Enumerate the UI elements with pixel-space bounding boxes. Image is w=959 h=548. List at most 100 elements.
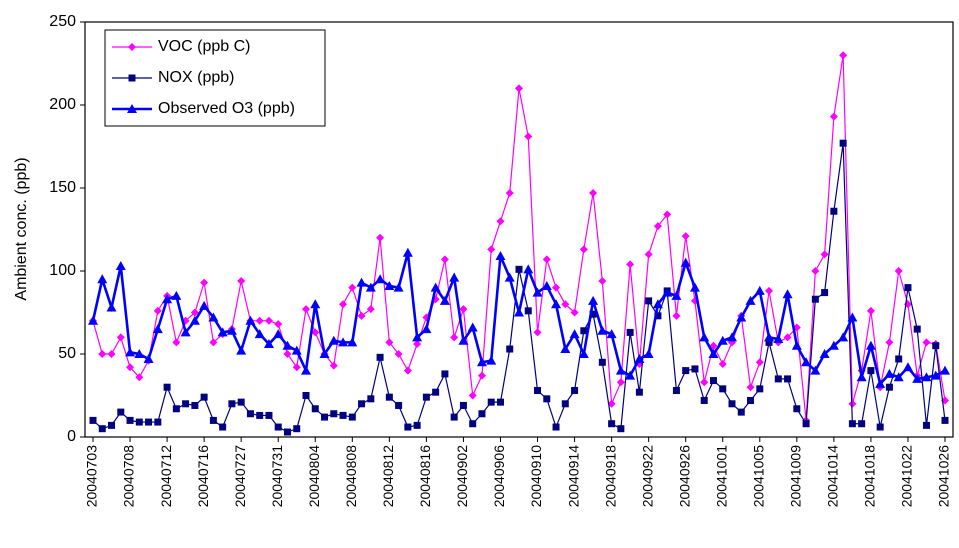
data-point: [200, 278, 209, 287]
data-point: [541, 280, 552, 290]
data-point: [764, 332, 775, 342]
data-point: [449, 272, 460, 282]
data-point: [866, 306, 875, 315]
data-point: [691, 365, 699, 373]
data-point: [672, 387, 680, 395]
data-point: [135, 373, 144, 382]
data-point: [811, 267, 820, 275]
data-point: [486, 355, 497, 365]
data-point: [569, 329, 580, 339]
data-point: [515, 265, 523, 273]
data-point: [543, 395, 551, 403]
data-point: [847, 312, 858, 322]
data-point: [754, 285, 765, 295]
data-point: [450, 333, 459, 342]
data-point: [782, 289, 793, 299]
data-point: [774, 375, 782, 383]
data-point: [459, 401, 467, 409]
data-point: [839, 51, 848, 60]
data-point: [709, 341, 718, 350]
data-point: [551, 299, 562, 309]
data-point: [430, 282, 441, 292]
data-point: [413, 421, 421, 429]
legend-marker: [127, 104, 137, 113]
x-tick-label: 20040922: [639, 445, 655, 508]
data-point: [506, 345, 514, 353]
data-point: [108, 421, 116, 429]
data-point: [681, 232, 690, 241]
y-tick-label: 100: [49, 262, 76, 279]
data-point: [357, 311, 366, 320]
x-tick-label: 20040910: [528, 445, 544, 508]
data-point: [292, 363, 301, 372]
data-point: [653, 222, 662, 231]
data-point: [747, 396, 755, 404]
data-point: [385, 338, 394, 347]
data-point: [403, 366, 412, 375]
data-point: [440, 255, 449, 264]
data-point: [191, 401, 199, 409]
legend-label: Observed O3 (ppb): [158, 100, 295, 117]
data-point: [921, 372, 932, 382]
data-point: [626, 328, 634, 336]
data-point: [190, 308, 199, 317]
data-point: [98, 350, 107, 358]
data-point: [765, 338, 773, 346]
data-point: [885, 383, 893, 391]
data-point: [699, 332, 710, 342]
y-tick-label: 250: [49, 13, 76, 30]
data-point: [801, 357, 812, 367]
data-point: [441, 370, 449, 378]
data-point: [321, 413, 329, 421]
data-point: [597, 325, 608, 335]
data-point: [329, 361, 338, 370]
data-point: [607, 399, 616, 408]
data-point: [755, 358, 764, 367]
x-tick-label: 20041014: [825, 445, 841, 508]
data-point: [856, 372, 867, 382]
data-point: [458, 335, 469, 345]
data-point: [571, 387, 579, 395]
data-point: [487, 245, 496, 254]
data-point: [534, 387, 542, 395]
data-point: [274, 423, 282, 431]
data-point: [746, 383, 755, 392]
data-point: [283, 428, 291, 436]
data-point: [487, 398, 495, 406]
data-point: [561, 300, 570, 309]
data-point: [867, 367, 875, 375]
y-tick-label: 200: [49, 96, 76, 113]
data-point: [589, 310, 597, 318]
data-point: [432, 388, 440, 396]
data-point: [246, 410, 254, 418]
data-point: [153, 306, 162, 315]
data-point: [356, 277, 367, 287]
data-point: [375, 274, 386, 284]
data-point: [524, 132, 533, 141]
legend-marker: [128, 43, 136, 51]
x-tick-label: 20040708: [121, 445, 137, 508]
data-point: [652, 299, 663, 309]
series-line: [92, 143, 946, 433]
data-point: [737, 408, 745, 416]
data-point: [237, 398, 245, 406]
data-point: [940, 365, 950, 375]
data-point: [162, 294, 173, 304]
data-point: [256, 411, 264, 419]
data-point: [709, 377, 717, 385]
data-point: [606, 329, 617, 339]
data-point: [467, 322, 478, 332]
data-point: [422, 393, 430, 401]
data-point: [98, 425, 106, 433]
data-point: [895, 355, 903, 363]
legend-marker: [128, 74, 136, 82]
data-point: [504, 272, 515, 282]
data-point: [88, 315, 98, 325]
x-tick-label: 20041018: [862, 445, 878, 508]
data-point: [645, 297, 653, 305]
data-point: [495, 251, 506, 261]
data-point: [115, 261, 126, 271]
data-point: [643, 349, 654, 358]
data-point: [348, 413, 356, 421]
data-point: [756, 385, 764, 393]
